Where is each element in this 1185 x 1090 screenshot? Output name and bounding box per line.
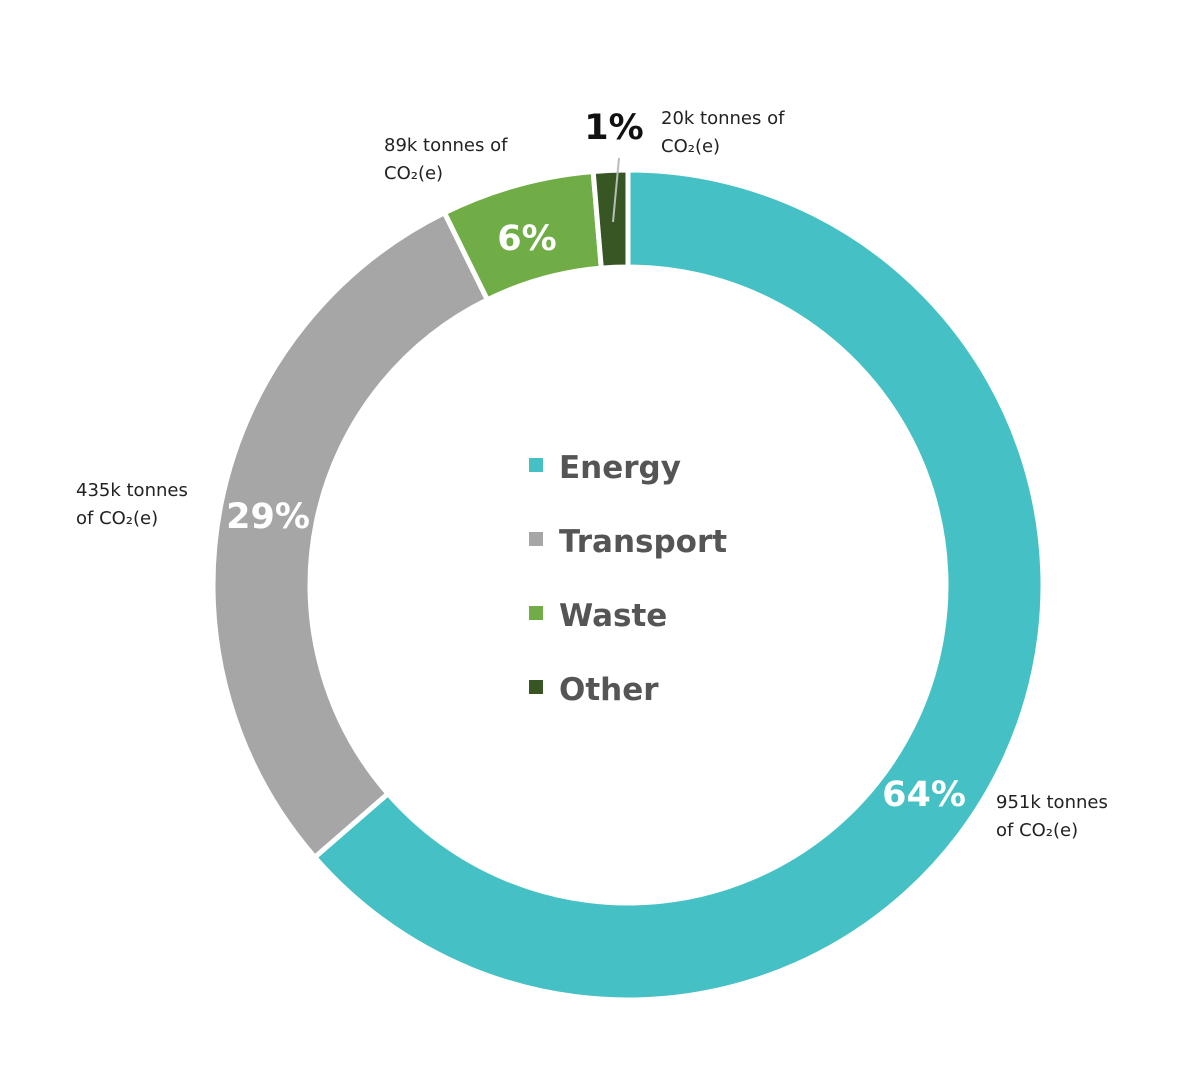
slice-group: [210, 167, 1046, 1003]
legend-swatch-other: [529, 680, 543, 694]
annotation-energy-line2: of CO₂(e): [996, 820, 1078, 841]
donut-slice-transport: [210, 209, 491, 861]
pct-label-other: 1%: [584, 108, 643, 148]
annotation-other-line1: 20k tonnes of: [661, 108, 785, 129]
legend-swatch-waste: [529, 606, 543, 620]
pct-label-transport: 29%: [226, 497, 310, 537]
legend-label-transport: Transport: [559, 524, 727, 560]
annotation-energy-line1: 951k tonnes: [996, 792, 1108, 813]
annotation-transport-line1: 435k tonnes: [76, 480, 188, 501]
legend-label-waste: Waste: [559, 598, 667, 634]
annotation-other-line2: CO₂(e): [661, 136, 720, 157]
donut-slice-other: [590, 167, 631, 271]
legend: Energy Transport Waste Other: [529, 450, 727, 708]
annotation-waste-line2: CO₂(e): [384, 163, 443, 184]
legend-label-energy: Energy: [559, 450, 681, 486]
legend-label-other: Other: [559, 672, 659, 708]
leader-line-other: [612, 157, 620, 223]
annotation-waste-line1: 89k tonnes of: [384, 135, 508, 156]
pct-label-energy: 64%: [882, 775, 966, 815]
donut-slice-energy: [311, 167, 1046, 1003]
annotation-transport-line2: of CO₂(e): [76, 508, 158, 529]
pct-label-waste: 6%: [497, 219, 556, 259]
legend-swatch-transport: [529, 532, 543, 546]
legend-swatch-energy: [529, 458, 543, 472]
